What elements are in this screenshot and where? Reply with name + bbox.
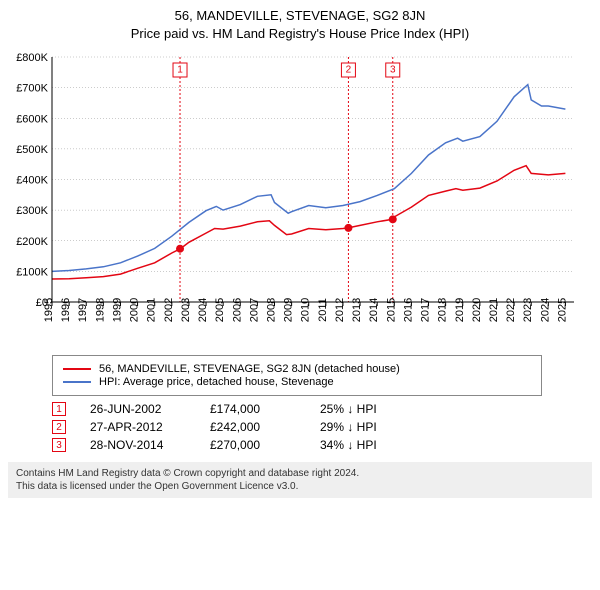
svg-text:2000: 2000 xyxy=(129,298,141,322)
chart-title-block: 56, MANDEVILLE, STEVENAGE, SG2 8JN Price… xyxy=(8,8,592,41)
svg-text:2021: 2021 xyxy=(488,298,500,322)
svg-text:2023: 2023 xyxy=(522,298,534,322)
svg-text:2002: 2002 xyxy=(163,298,175,322)
event-row: 3 28-NOV-2014£270,00034% ↓ HPI xyxy=(52,438,592,452)
series-property xyxy=(52,166,565,279)
event-date: 28-NOV-2014 xyxy=(90,438,210,452)
event-price: £270,000 xyxy=(210,438,320,452)
svg-text:2014: 2014 xyxy=(368,298,380,322)
event-marker: 3 xyxy=(52,438,66,452)
event-delta: 29% ↓ HPI xyxy=(320,420,377,434)
svg-text:£300K: £300K xyxy=(16,205,48,217)
svg-text:1999: 1999 xyxy=(111,298,123,322)
event-table: 1 26-JUN-2002£174,00025% ↓ HPI 2 27-APR-201… xyxy=(52,402,592,452)
event-date: 26-JUN-2002 xyxy=(90,402,210,416)
svg-text:2006: 2006 xyxy=(231,298,243,322)
svg-text:2007: 2007 xyxy=(248,298,260,322)
event-row: 1 26-JUN-2002£174,00025% ↓ HPI xyxy=(52,402,592,416)
svg-text:2005: 2005 xyxy=(214,298,226,322)
svg-text:£200K: £200K xyxy=(16,236,48,248)
title-line-1: 56, MANDEVILLE, STEVENAGE, SG2 8JN xyxy=(8,8,592,23)
chart-container: £0£100K£200K£300K£400K£500K£600K£700K£80… xyxy=(8,47,592,347)
svg-text:3: 3 xyxy=(390,65,396,76)
svg-text:2024: 2024 xyxy=(539,298,551,322)
svg-text:2009: 2009 xyxy=(283,298,295,322)
legend-swatch xyxy=(63,368,91,370)
svg-text:1: 1 xyxy=(177,65,183,76)
svg-text:1998: 1998 xyxy=(94,298,106,322)
svg-text:£400K: £400K xyxy=(16,175,48,187)
footer-line-1: Contains HM Land Registry data © Crown c… xyxy=(16,467,584,480)
legend-item: HPI: Average price, detached house, Stev… xyxy=(63,376,531,388)
svg-text:2015: 2015 xyxy=(385,298,397,322)
event-price: £242,000 xyxy=(210,420,320,434)
svg-text:2011: 2011 xyxy=(317,298,329,322)
svg-text:£100K: £100K xyxy=(16,266,48,278)
event-marker: 2 xyxy=(52,420,66,434)
event-date: 27-APR-2012 xyxy=(90,420,210,434)
svg-text:1997: 1997 xyxy=(77,298,89,322)
svg-text:2: 2 xyxy=(346,65,352,76)
svg-text:2025: 2025 xyxy=(556,298,568,322)
svg-text:2020: 2020 xyxy=(471,298,483,322)
legend: 56, MANDEVILLE, STEVENAGE, SG2 8JN (deta… xyxy=(52,355,542,396)
svg-text:2012: 2012 xyxy=(334,298,346,322)
svg-text:2019: 2019 xyxy=(454,298,466,322)
svg-text:£800K: £800K xyxy=(16,52,48,64)
sale-point xyxy=(344,224,352,232)
svg-text:2018: 2018 xyxy=(437,298,449,322)
svg-text:2004: 2004 xyxy=(197,298,209,322)
legend-label: HPI: Average price, detached house, Stev… xyxy=(99,376,334,388)
event-delta: 34% ↓ HPI xyxy=(320,438,377,452)
legend-item: 56, MANDEVILLE, STEVENAGE, SG2 8JN (deta… xyxy=(63,363,531,375)
footer-line-2: This data is licensed under the Open Gov… xyxy=(16,480,584,493)
svg-text:1996: 1996 xyxy=(60,298,72,322)
svg-text:2013: 2013 xyxy=(351,298,363,322)
event-delta: 25% ↓ HPI xyxy=(320,402,377,416)
event-marker: 1 xyxy=(52,402,66,416)
title-line-2: Price paid vs. HM Land Registry's House … xyxy=(8,26,592,41)
event-row: 2 27-APR-2012£242,00029% ↓ HPI xyxy=(52,420,592,434)
event-price: £174,000 xyxy=(210,402,320,416)
svg-text:2017: 2017 xyxy=(420,298,432,322)
svg-text:£700K: £700K xyxy=(16,83,48,95)
legend-swatch xyxy=(63,381,91,383)
svg-text:2003: 2003 xyxy=(180,298,192,322)
series-hpi xyxy=(52,85,565,272)
svg-text:£600K: £600K xyxy=(16,113,48,125)
svg-text:£500K: £500K xyxy=(16,144,48,156)
attribution-footer: Contains HM Land Registry data © Crown c… xyxy=(8,462,592,498)
svg-text:1995: 1995 xyxy=(43,298,55,322)
svg-text:2008: 2008 xyxy=(265,298,277,322)
svg-text:2010: 2010 xyxy=(300,298,312,322)
svg-text:2001: 2001 xyxy=(146,298,158,322)
legend-label: 56, MANDEVILLE, STEVENAGE, SG2 8JN (deta… xyxy=(99,363,400,375)
line-chart: £0£100K£200K£300K£400K£500K£600K£700K£80… xyxy=(8,47,592,347)
sale-point xyxy=(389,215,397,223)
svg-text:2016: 2016 xyxy=(402,298,414,322)
svg-text:2022: 2022 xyxy=(505,298,517,322)
sale-point xyxy=(176,245,184,253)
